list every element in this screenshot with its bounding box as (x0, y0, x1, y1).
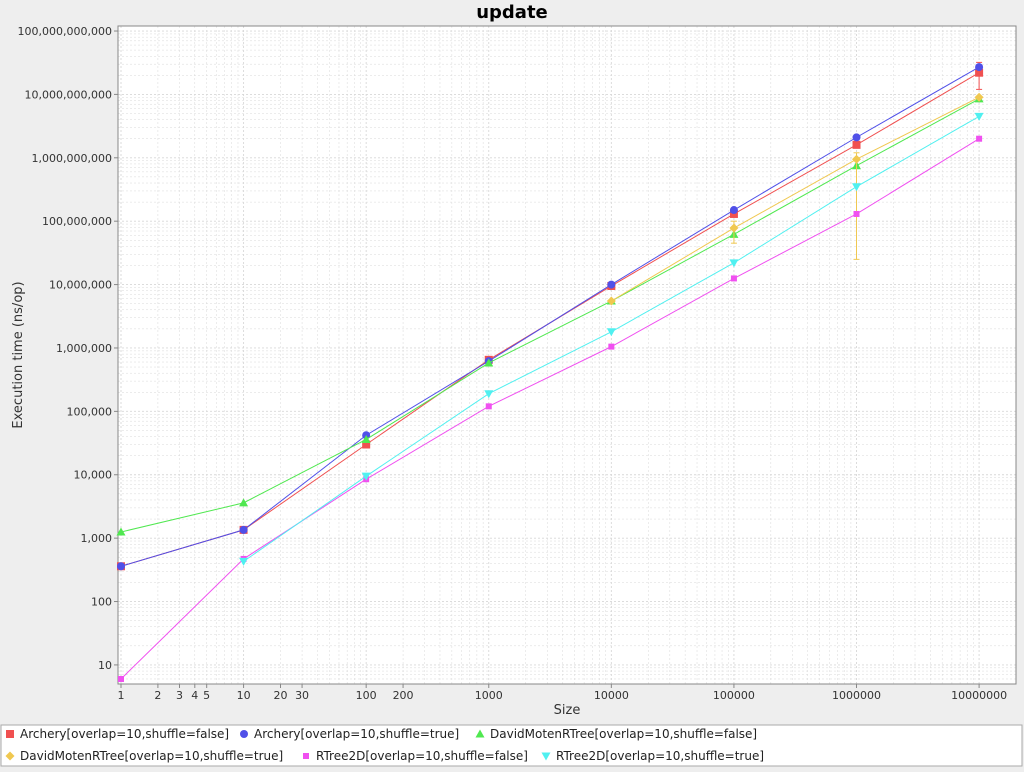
data-point (116, 527, 126, 536)
data-point (607, 280, 616, 289)
x-tick-label: 1000 (475, 689, 503, 702)
y-tick-label: 10,000,000 (49, 279, 112, 292)
y-tick-label: 1,000 (81, 532, 113, 545)
data-point (852, 133, 861, 142)
series-line (120, 138, 980, 680)
legend-marker (541, 752, 551, 761)
legend-item: RTree2D[overlap=10,shuffle=false] (303, 749, 528, 763)
x-tick-label: 5 (203, 689, 210, 702)
legend-marker (475, 729, 485, 738)
x-tick-label: 100000 (713, 689, 755, 702)
data-point (976, 135, 983, 142)
plot-frame (117, 25, 1017, 685)
x-tick-label: 30 (295, 689, 309, 702)
y-tick-label: 1,000,000,000 (32, 152, 112, 165)
data-point (974, 112, 984, 121)
legend-item: Archery[overlap=10,shuffle=true] (240, 727, 459, 741)
legend-marker (5, 751, 15, 761)
x-tick-label: 2 (154, 689, 161, 702)
data-point (852, 183, 862, 192)
legend-box (0, 724, 1023, 767)
legend-label: Archery[overlap=10,shuffle=false] (20, 727, 229, 741)
x-tick-label: 4 (191, 689, 198, 702)
data-point (361, 434, 371, 443)
data-point (729, 259, 739, 268)
data-point (608, 343, 615, 350)
data-point (729, 206, 738, 215)
data-point (484, 358, 494, 367)
legend-item: RTree2D[overlap=10,shuffle=true] (541, 749, 764, 763)
data-point (239, 525, 248, 534)
x-tick-label: 10000 (594, 689, 629, 702)
data-point (118, 675, 124, 682)
legend-label: RTree2D[overlap=10,shuffle=true] (556, 749, 764, 763)
data-point (853, 210, 860, 217)
data-point (239, 557, 249, 566)
y-tick-label: 1,000,000 (56, 342, 112, 355)
data-point (484, 390, 494, 399)
x-tick-label: 200 (393, 689, 414, 702)
chart-title: update (476, 2, 548, 23)
x-tick-label: 20 (273, 689, 287, 702)
x-axis-label: Size (554, 703, 581, 718)
x-tick-label: 1 (118, 689, 125, 702)
legend-marker (6, 730, 14, 738)
legend-label: DavidMotenRTree[overlap=10,shuffle=false… (490, 727, 757, 741)
legend: Archery[overlap=10,shuffle=false] Archery… (0, 724, 1023, 767)
data-point (117, 562, 125, 571)
legend-label: DavidMotenRTree[overlap=10,shuffle=true] (20, 749, 283, 763)
legend-item: DavidMotenRTree[overlap=10,shuffle=false… (475, 727, 757, 741)
data-point (362, 440, 371, 449)
data-point (975, 68, 984, 77)
legend-item: DavidMotenRTree[overlap=10,shuffle=true] (5, 749, 283, 763)
y-tick-label: 100 (91, 596, 112, 609)
data-point (485, 403, 492, 410)
y-tick-label: 100,000,000,000 (18, 25, 112, 38)
y-tick-label: 100,000,000 (42, 215, 112, 228)
data-point (606, 328, 616, 337)
legend-marker (303, 753, 309, 759)
y-tick-label: 10,000,000,000 (25, 88, 112, 101)
legend-item: Archery[overlap=10,shuffle=false] (6, 727, 229, 741)
data-point (852, 154, 862, 164)
series-line (120, 66, 980, 567)
x-tick-label: 3 (176, 689, 183, 702)
data-point (852, 140, 861, 149)
x-tick-label: 1000000 (832, 689, 881, 702)
plot-area: 10 100 1,000 10,000 100,000 1,000,000 10,000,0… (18, 25, 1017, 702)
x-tick-label: 10 (237, 689, 251, 702)
data-point (729, 223, 739, 233)
data-point (974, 92, 984, 102)
data-point (975, 63, 984, 72)
series-5 (239, 112, 984, 566)
plot-background (118, 26, 1016, 684)
y-tick-label: 10,000 (74, 469, 113, 482)
series-3 (606, 92, 984, 306)
data-point (361, 472, 371, 481)
y-tick-label: 10 (98, 659, 112, 672)
data-point (730, 275, 737, 282)
x-tick-label: 10000000 (951, 689, 1007, 702)
data-point (606, 296, 616, 306)
legend-label: Archery[overlap=10,shuffle=true] (254, 727, 459, 741)
data-point (239, 498, 249, 507)
y-axis-label: Execution time (ns/op) (11, 281, 26, 428)
x-tick-label: 100 (356, 689, 377, 702)
legend-label: RTree2D[overlap=10,shuffle=false] (316, 749, 528, 763)
series-line (120, 98, 980, 533)
y-tick-label: 100,000 (67, 405, 113, 418)
legend-marker (240, 730, 248, 738)
series-line (611, 96, 980, 302)
